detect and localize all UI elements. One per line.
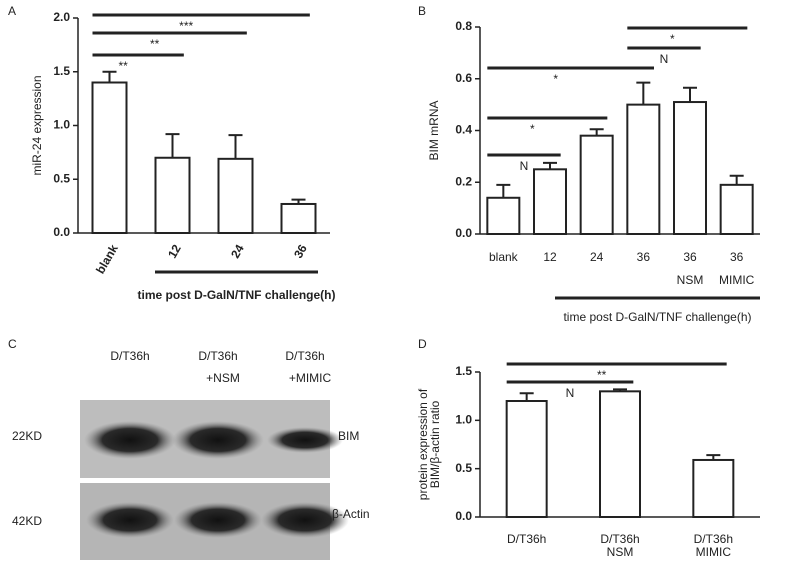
bar [719,183,754,235]
x-tick-label: 36 [637,250,651,264]
x-tick-label: 12 [543,250,557,264]
error-bar [496,183,511,198]
x-tick-label: D/T36h [507,532,546,546]
x-tick-label: D/T36h [694,532,733,546]
y-tick-label: 0.0 [455,509,472,523]
blot-band [267,427,343,453]
error-bar [165,133,180,158]
error-bar [729,174,744,185]
y-tick-label: 0.8 [455,19,472,33]
y-axis-title: miR-24 expression [30,75,44,175]
significance-label: N [660,52,669,66]
bar [533,168,567,235]
bar [486,196,521,235]
x-tick-label: D/T36h [600,532,639,546]
x-tick-label: 24 [228,242,247,261]
error-bar [102,70,117,83]
x-tick-label: blank [93,242,121,276]
x-tick-label: blank [489,250,519,264]
bar [154,156,191,234]
bar [579,134,614,235]
error-bar [519,392,534,401]
y-tick-label: 1.0 [455,413,472,427]
x-tick-label: 36 [291,242,310,261]
significance-label: N [520,159,529,173]
blot-band [86,502,174,538]
blot-band [261,502,349,538]
size-label: 22KD [12,429,42,443]
x-tick-label: 12 [165,242,184,261]
y-tick-label: 0.5 [53,171,70,185]
lane-label: D/T36h [198,349,237,363]
y-axis-title: BIM/β-actin ratio [428,400,442,488]
panel-label: C [8,337,17,351]
lane-sublabel: +MIMIC [289,371,332,385]
error-bar [291,198,306,204]
y-tick-label: 2.0 [53,10,70,24]
significance-label: N [566,386,575,400]
lane-label: D/T36h [110,349,149,363]
significance-label: * [553,72,558,86]
y-axis-title: protein expression of [416,388,430,500]
significance-label: ** [118,59,128,73]
y-tick-label: 0.0 [53,225,70,239]
error-bar [613,388,627,392]
bar [599,390,641,519]
x-axis-title: time post D-GalN/TNF challenge(h) [137,288,335,302]
bar [91,81,128,234]
lane-sublabel: +NSM [206,371,240,385]
y-tick-label: 0.5 [455,461,472,475]
blot-band [172,421,264,459]
panel-label: B [418,4,426,18]
error-bar [683,86,697,103]
lane-label: D/T36h [285,349,324,363]
bar [673,101,707,235]
bar [217,157,254,234]
x-tick-label: 36 [683,250,697,264]
protein-label: β-Actin [332,507,370,521]
y-tick-label: 1.5 [53,64,70,78]
size-label: 42KD [12,514,42,528]
y-tick-label: 0.4 [455,123,472,137]
bar [626,103,661,235]
y-tick-label: 0.2 [455,174,472,188]
y-tick-label: 1.5 [455,364,472,378]
error-bar [706,454,721,460]
protein-label: BIM [338,429,359,443]
x-tick-sublabel: MIMIC [719,273,755,287]
error-bar [228,134,243,159]
significance-label: ** [597,368,607,382]
x-axis-title: time post D-GalN/TNF challenge(h) [563,310,751,324]
significance-label: *** [179,19,193,33]
error-bar [636,81,651,105]
x-tick-label: 24 [590,250,604,264]
significance-label: * [670,32,675,46]
panel-label: D [418,337,427,351]
y-axis-title: BIM mRNA [427,101,441,161]
blot-band [174,502,262,538]
error-bar [589,128,604,136]
significance-label: * [530,122,535,136]
bar [280,202,317,235]
x-tick-label: 36 [730,250,744,264]
bar [505,400,548,518]
x-tick-sublabel: NSM [677,273,704,287]
y-tick-label: 1.0 [53,118,70,132]
y-tick-label: 0.0 [455,226,472,240]
y-tick-label: 0.6 [455,71,472,85]
blot-band [84,421,176,459]
x-tick-sublabel: MIMIC [696,545,732,559]
error-bar [543,161,557,170]
bar [692,458,735,519]
significance-label: ** [150,37,160,51]
panel-label: A [8,4,16,18]
x-tick-sublabel: NSM [607,545,634,559]
